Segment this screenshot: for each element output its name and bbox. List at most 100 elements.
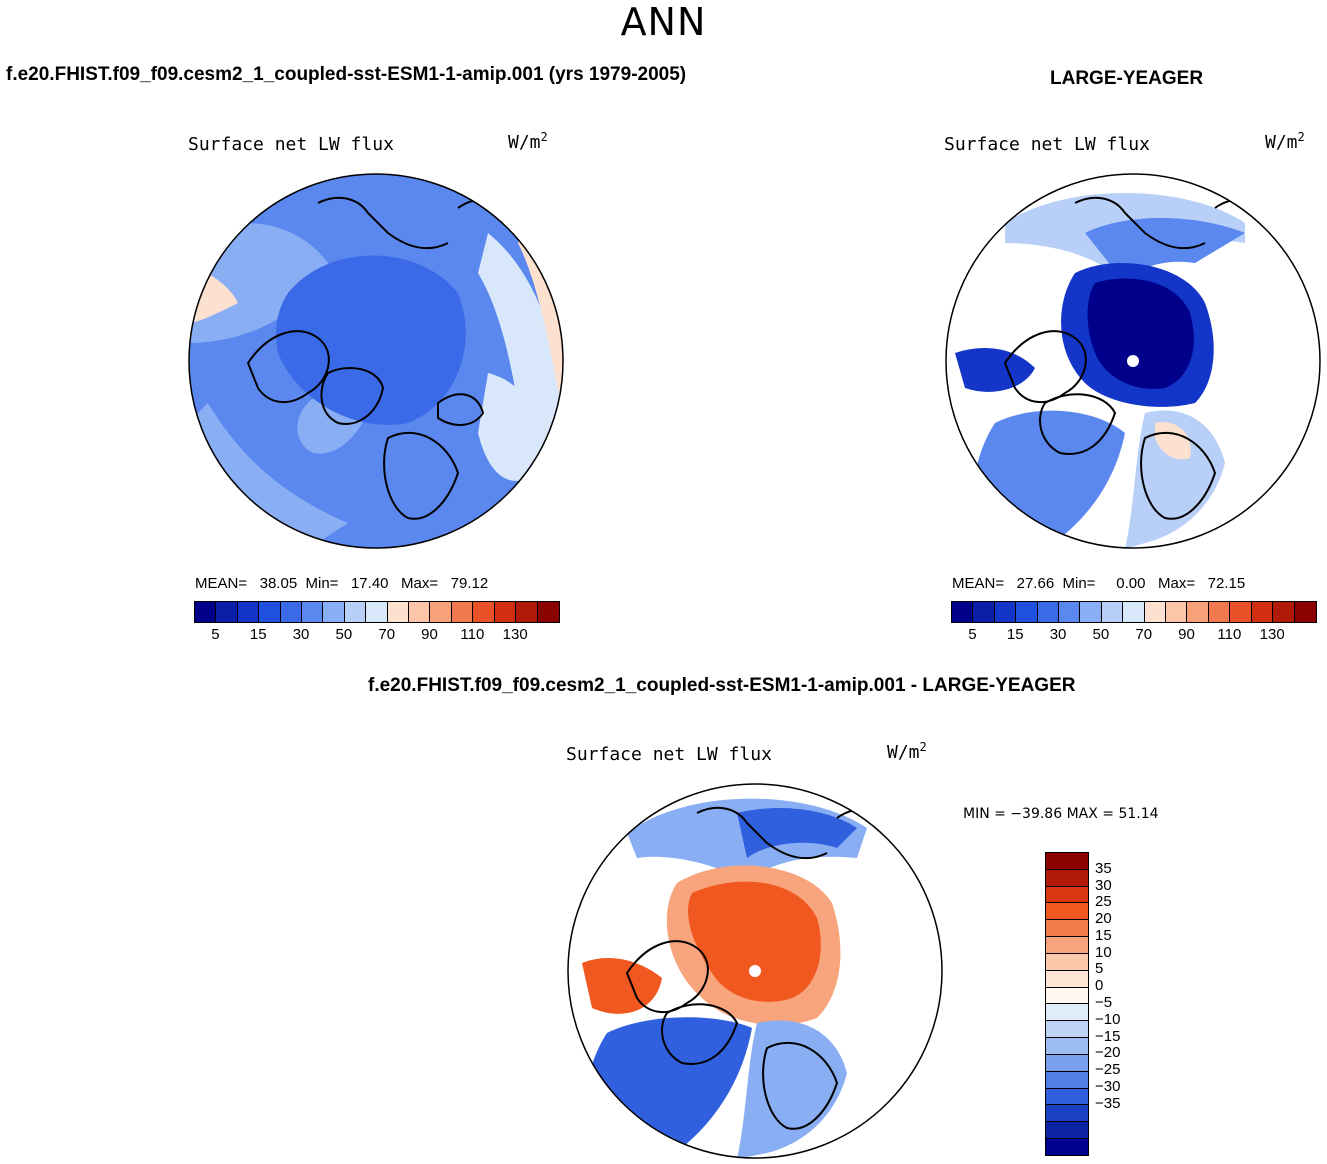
colorbar-swatch <box>280 602 303 622</box>
obs-stats: MEAN= 27.66 Min= 0.00 Max= 72.15 <box>952 575 1245 592</box>
colorbar-swatch <box>1273 602 1295 622</box>
colorbar-swatch <box>1046 1122 1088 1140</box>
colorbar-tick-label: 15 <box>1006 626 1024 643</box>
colorbar-swatch <box>1208 602 1231 622</box>
colorbar-swatch <box>973 602 995 622</box>
colorbar-swatch <box>1046 903 1088 921</box>
colorbar-swatch <box>302 602 324 622</box>
colorbar-tick-label: −5 <box>1095 994 1113 1011</box>
test-case-title: f.e20.FHIST.f09_f09.cesm2_1_coupled-sst-… <box>6 64 687 85</box>
colorbar-tick-label: 70 <box>1135 626 1153 643</box>
test-min-label: Min= <box>305 575 339 592</box>
colorbar-swatch <box>1046 970 1088 988</box>
colorbar-swatch <box>1123 602 1145 622</box>
colorbar-tick-label: 30 <box>1095 876 1112 894</box>
colorbar-swatch <box>1187 602 1209 622</box>
colorbar-tick-label: 110 <box>1217 626 1242 643</box>
colorbar-swatch <box>387 602 410 622</box>
colorbar-tick-label: 130 <box>502 626 528 643</box>
colorbar-swatch <box>1046 1054 1088 1072</box>
obs-units: W/m2 <box>1265 130 1305 153</box>
colorbar-tick-label: 50 <box>1092 626 1110 643</box>
colorbar-tick-label: 20 <box>1095 910 1112 928</box>
colorbar-tick-label: 0 <box>1095 977 1104 995</box>
diff-polar-map <box>567 783 943 1159</box>
obs-max-label: Max= <box>1158 575 1196 592</box>
colorbar-swatch <box>323 602 345 622</box>
colorbar-swatch <box>952 602 974 622</box>
colorbar-swatch <box>430 602 452 622</box>
colorbar-swatch <box>994 602 1017 622</box>
colorbar-tick-label: 90 <box>1178 626 1195 643</box>
colorbar-swatch <box>1059 602 1081 622</box>
colorbar-swatch <box>1046 1139 1088 1155</box>
colorbar-tick-label: 90 <box>421 626 438 643</box>
colorbar-tick-label: −25 <box>1095 1061 1121 1079</box>
obs-min-value: 0.00 <box>1116 575 1146 592</box>
test-stats: MEAN= 38.05 Min= 17.40 Max= 79.12 <box>195 575 488 592</box>
colorbar-tick-label: 25 <box>1095 893 1112 911</box>
colorbar-tick-label: −35 <box>1095 1094 1121 1112</box>
colorbar-swatch <box>1037 602 1060 622</box>
colorbar-swatch <box>1046 1038 1088 1055</box>
diff-units-sup: 2 <box>919 740 927 754</box>
colorbar-swatch <box>473 602 495 622</box>
colorbar-swatch <box>1046 920 1088 938</box>
colorbar-tick-label: 5 <box>968 626 977 643</box>
colorbar-swatch <box>1046 1071 1088 1089</box>
colorbar-swatch <box>1046 853 1088 870</box>
colorbar-swatch <box>451 602 474 622</box>
diff-variable-title: Surface net LW flux <box>566 744 772 765</box>
colorbar-swatch <box>366 602 388 622</box>
diff-units-base: W/m <box>887 742 920 763</box>
colorbar-tick-label: −20 <box>1095 1044 1121 1062</box>
colorbar-swatch <box>1046 1105 1088 1123</box>
test-units-base: W/m <box>508 132 541 153</box>
test-variable-title: Surface net LW flux <box>188 134 394 155</box>
colorbar-swatch <box>1046 886 1088 904</box>
obs-units-sup: 2 <box>1297 130 1305 144</box>
obs-max-value: 72.15 <box>1207 575 1246 592</box>
colorbar-tick-label: 70 <box>378 626 396 643</box>
diff-colorbar-labels: 35 30 25 20 15 10 5 0 −5 −10 −15 −20 −25 −30 −35 <box>1095 852 1155 1154</box>
test-max-label: Max= <box>401 575 439 592</box>
test-mean-label: MEAN= <box>195 575 248 592</box>
colorbar-swatch <box>1046 937 1088 954</box>
colorbar-swatch <box>1080 602 1102 622</box>
obs-min-label: Min= <box>1062 575 1096 592</box>
test-polar-map <box>188 173 564 549</box>
diff-case-title: f.e20.FHIST.f09_f09.cesm2_1_coupled-sst-… <box>368 675 1076 696</box>
obs-colorbar <box>951 601 1317 623</box>
test-max-value: 79.12 <box>450 575 489 592</box>
colorbar-swatch <box>344 602 367 622</box>
obs-polar-map <box>945 173 1321 549</box>
colorbar-tick-label: 130 <box>1259 626 1285 643</box>
test-colorbar <box>194 601 560 623</box>
colorbar-tick-label: 15 <box>249 626 267 643</box>
colorbar-swatch <box>1294 602 1316 622</box>
colorbar-tick-label: 10 <box>1095 943 1112 961</box>
colorbar-tick-label: 30 <box>1049 626 1067 643</box>
season-title: ANN <box>620 0 707 44</box>
colorbar-tick-label: 110 <box>460 626 485 643</box>
colorbar-swatch <box>1251 602 1274 622</box>
obs-colorbar-labels: 5 15 30 50 70 90 110 130 <box>951 626 1315 646</box>
diff-units: W/m2 <box>887 740 927 763</box>
colorbar-swatch <box>409 602 431 622</box>
test-colorbar-labels: 5 15 30 50 70 90 110 130 <box>194 626 558 646</box>
colorbar-tick-label: 15 <box>1095 926 1112 944</box>
colorbar-swatch <box>237 602 260 622</box>
colorbar-swatch <box>195 602 217 622</box>
colorbar-tick-label: −10 <box>1095 1010 1121 1028</box>
colorbar-swatch <box>516 602 538 622</box>
colorbar-tick-label: 35 <box>1095 859 1112 877</box>
colorbar-tick-label: −15 <box>1095 1027 1121 1045</box>
colorbar-swatch <box>1144 602 1167 622</box>
diff-colorbar <box>1045 852 1089 1156</box>
obs-units-base: W/m <box>1265 132 1298 153</box>
colorbar-swatch <box>494 602 517 622</box>
test-units: W/m2 <box>508 130 548 153</box>
obs-mean-label: MEAN= <box>952 575 1005 592</box>
colorbar-swatch <box>1046 1004 1088 1022</box>
colorbar-swatch <box>1046 1021 1088 1039</box>
